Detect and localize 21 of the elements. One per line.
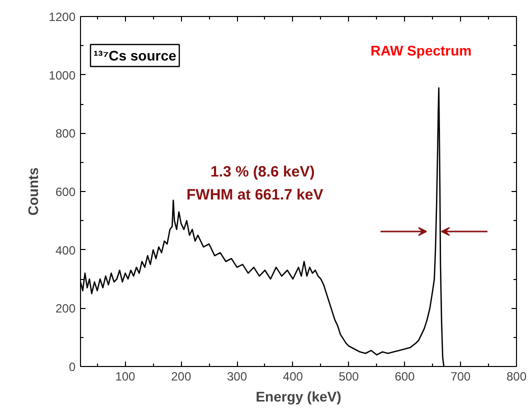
annotation: RAW Spectrum (370, 42, 472, 58)
y-tick-label: 1000 (48, 68, 76, 82)
y-axis-title: Counts (24, 167, 41, 216)
x-axis-title: Energy (keV) (256, 388, 342, 404)
x-tick-label: 200 (171, 370, 192, 384)
annotation: 1.3 % (8.6 keV) (210, 164, 315, 180)
y-tick-label: 800 (55, 126, 76, 141)
y-tick-label: 400 (55, 243, 76, 258)
x-tick-label: 600 (394, 370, 416, 384)
y-tick-label: 1200 (48, 10, 76, 24)
y-tick-label: 0 (68, 360, 76, 374)
y-tick-label: 200 (55, 302, 76, 316)
annotation: FWHM at 661.7 keV (186, 186, 324, 204)
x-tick-label: 300 (227, 370, 248, 384)
x-tick-label: 500 (338, 370, 360, 384)
y-tick-label: 600 (55, 185, 76, 199)
x-tick-label: 100 (115, 370, 136, 384)
x-tick-label: 800 (506, 370, 527, 384)
annotation: ¹³⁷Cs source (94, 48, 177, 64)
x-tick-label: 700 (450, 370, 471, 384)
x-tick-label: 400 (282, 370, 304, 384)
